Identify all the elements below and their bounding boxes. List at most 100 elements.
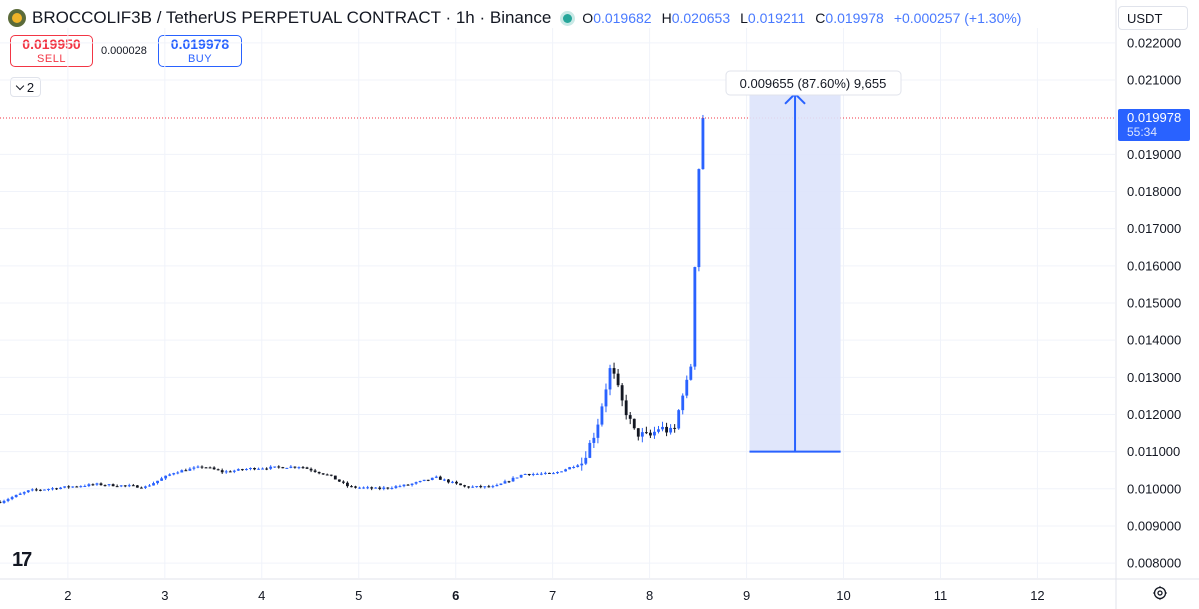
candle-body (301, 467, 305, 469)
candle-body (337, 479, 341, 482)
candle-body (168, 474, 172, 476)
candle-body (685, 379, 689, 396)
candle-body (325, 474, 329, 476)
candle-body (438, 476, 442, 480)
candle-body (253, 468, 256, 470)
y-tick-label: 0.011000 (1127, 444, 1180, 459)
chart-header: BROCCOLIF3B / TetherUS PERPETUAL CONTRAC… (8, 6, 1021, 30)
currency-select[interactable]: USDT (1118, 6, 1188, 30)
candle-body (285, 467, 289, 469)
y-tick-label: 0.013000 (1127, 370, 1181, 385)
candle-body (410, 483, 414, 486)
candle-body (317, 471, 321, 474)
buy-button[interactable]: 0.019978 BUY (158, 35, 242, 67)
buy-label: BUY (187, 53, 213, 65)
candle-body (47, 488, 50, 490)
candle-body (564, 469, 567, 472)
y-tick-label: 0.015000 (1127, 296, 1181, 311)
candle-body (426, 479, 430, 481)
candle-body (329, 474, 333, 476)
candle-body (10, 497, 14, 500)
candle-body (321, 473, 325, 475)
candle-body (144, 486, 147, 488)
ohlc-close: C0.019978 (815, 10, 884, 26)
candle-body (164, 475, 168, 479)
candle-body (232, 470, 236, 472)
candle-body (277, 466, 281, 468)
candle-body (479, 486, 483, 488)
candle-body (580, 463, 584, 466)
candle-body (236, 469, 240, 471)
candle-body (184, 470, 188, 472)
range-label: 0.009655 (87.60%) 9,655 (740, 76, 887, 91)
y-tick-label: 0.012000 (1127, 407, 1181, 422)
tradingview-logo-icon[interactable]: 17 (12, 549, 32, 571)
candle-body (212, 467, 216, 470)
indicators-toggle-button[interactable]: 2 (10, 77, 41, 97)
candle-body (455, 481, 458, 484)
candle-body (596, 424, 600, 438)
candle-body (402, 484, 406, 487)
candle-body (572, 467, 576, 469)
candle-body (366, 487, 370, 489)
gear-icon[interactable] (1152, 585, 1168, 601)
y-tick-label: 0.009000 (1127, 518, 1181, 533)
candle-body (588, 442, 592, 458)
candle-body (6, 499, 10, 501)
candle-body (531, 474, 535, 476)
y-tick-label: 0.021000 (1127, 73, 1181, 88)
candle-body (616, 373, 620, 386)
candle-body (576, 465, 580, 468)
candle-body (543, 472, 547, 474)
candle-body (216, 469, 220, 471)
x-tick-label: 10 (836, 588, 850, 603)
candle-body (350, 486, 353, 488)
candle-body (156, 480, 159, 484)
candle-body (51, 488, 54, 490)
candle-body (152, 483, 155, 486)
candle-body (681, 395, 685, 411)
x-tick-label: 9 (743, 588, 750, 603)
candle-body (693, 267, 697, 367)
candle-body (430, 477, 434, 480)
candle-body (111, 484, 115, 487)
range-label-box (725, 70, 902, 96)
candle-body (309, 468, 313, 471)
x-tick-label: 4 (258, 588, 265, 603)
candle-body (491, 486, 495, 488)
candle-body (79, 486, 83, 488)
y-tick-label: 0.014000 (1127, 333, 1181, 348)
candle-body (59, 487, 63, 490)
countdown-label: 55:34 (1127, 125, 1157, 139)
candle-body (442, 479, 446, 481)
y-tick-label: 0.018000 (1127, 184, 1181, 199)
candle-body (240, 469, 244, 471)
candle-body (527, 473, 531, 475)
candle-body (281, 467, 285, 469)
sell-button[interactable]: 0.019950 SELL (10, 35, 93, 67)
sell-price: 0.019950 (22, 36, 81, 52)
candle-body (257, 468, 260, 470)
candle-body (26, 490, 30, 493)
candle-body (471, 486, 475, 488)
candle-body (467, 486, 471, 488)
spread-value: 0.000028 (101, 45, 147, 57)
symbol-title[interactable]: BROCCOLIF3B / TetherUS PERPETUAL CONTRAC… (32, 8, 552, 27)
candle-body (95, 483, 99, 485)
candle-body (523, 473, 527, 475)
y-tick-label: 0.019000 (1127, 147, 1181, 162)
candle-body (382, 487, 386, 489)
candle-body (148, 485, 151, 487)
candle-body (346, 482, 349, 487)
candle-body (204, 467, 208, 469)
candle-body (451, 481, 454, 483)
candle-body (135, 485, 139, 488)
sell-label: SELL (37, 53, 66, 65)
x-tick-label: 6 (452, 588, 459, 603)
candle-body (632, 418, 636, 429)
candle-body (406, 484, 410, 486)
candle-body (422, 479, 426, 481)
y-tick-label: 0.008000 (1127, 556, 1181, 571)
candle-body (208, 467, 212, 469)
